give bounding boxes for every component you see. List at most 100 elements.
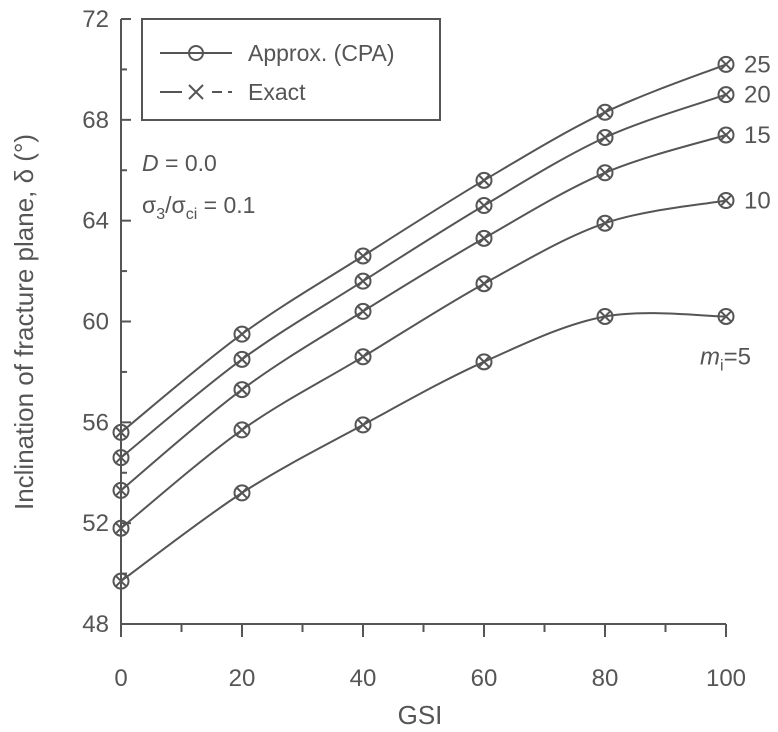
exact-marker (719, 58, 733, 71)
data-point (717, 86, 735, 104)
exact-marker (477, 232, 491, 245)
approx-marker (112, 449, 130, 467)
data-point (112, 572, 130, 590)
exact-marker (356, 350, 370, 363)
exact-marker (356, 249, 370, 262)
approx-marker (233, 381, 251, 399)
exact-marker (598, 310, 612, 323)
data-point (233, 350, 251, 368)
data-point (475, 275, 493, 293)
exact-marker (356, 418, 370, 431)
legend-box (141, 18, 441, 121)
exact-marker (235, 423, 249, 436)
approx-marker (354, 272, 372, 290)
x-tick-label: 40 (350, 665, 377, 692)
x-tick-label: 60 (471, 665, 498, 692)
legend-approx-marker (188, 45, 204, 61)
exact-marker (114, 575, 128, 588)
series-line-2 (120, 134, 727, 492)
exact-marker (719, 310, 733, 323)
exact-marker (114, 522, 128, 535)
data-point (596, 214, 614, 232)
legend-approx-label: Approx. (CPA) (248, 40, 395, 66)
series-line-3 (120, 199, 727, 529)
approx-marker (717, 86, 735, 104)
y-tick-label: 64 (82, 208, 109, 235)
series-line-0 (120, 63, 727, 434)
approx-marker (596, 164, 614, 182)
exact-marker (356, 275, 370, 288)
data-point (112, 449, 130, 467)
approx-marker (596, 307, 614, 325)
exact-marker (598, 106, 612, 119)
series-label-3: 10 (744, 188, 771, 215)
approx-marker (354, 416, 372, 434)
x-axis-title: GSI (398, 700, 443, 730)
x-tick-label: 80 (592, 665, 619, 692)
series-line-4 (120, 312, 727, 582)
data-point (596, 128, 614, 146)
data-point (475, 353, 493, 371)
data-point (475, 229, 493, 247)
data-point (233, 381, 251, 399)
data-point (596, 307, 614, 325)
exact-marker (235, 486, 249, 499)
y-tick-label: 60 (82, 309, 109, 336)
exact-marker (235, 328, 249, 341)
approx-marker (717, 307, 735, 325)
axes: 48 52 56 60 64 68 72 0 20 40 60 80 100 (82, 6, 746, 692)
exact-marker (598, 217, 612, 230)
exact-marker (598, 131, 612, 144)
legend-exact-label: Exact (248, 79, 306, 105)
data-point (596, 164, 614, 182)
series-label-4: mi=5 (700, 343, 751, 374)
exact-marker (235, 353, 249, 366)
data-point (717, 126, 735, 144)
approx-marker (596, 128, 614, 146)
exact-marker (477, 174, 491, 187)
approx-marker (475, 171, 493, 189)
approx-marker (475, 197, 493, 215)
data-point (354, 247, 372, 265)
data-point (354, 348, 372, 366)
x-tick-label: 0 (114, 665, 127, 692)
exact-marker (114, 484, 128, 497)
data-point (717, 55, 735, 73)
series-line-1 (120, 93, 727, 459)
exact-marker (719, 194, 733, 207)
x-tick-label: 100 (706, 665, 746, 692)
data-point (596, 103, 614, 121)
exact-marker (719, 88, 733, 101)
y-tick-label: 48 (82, 611, 109, 638)
approx-marker (112, 572, 130, 590)
approx-marker (354, 348, 372, 366)
data-point (112, 423, 130, 441)
y-axis-title: Inclination of fracture plane, δ (°) (9, 134, 39, 510)
approx-marker (475, 229, 493, 247)
data-point (717, 192, 735, 209)
exact-marker (235, 383, 249, 396)
approx-marker (112, 423, 130, 441)
exact-marker (114, 426, 128, 439)
y-tick-label: 56 (82, 409, 109, 436)
approx-marker (233, 325, 251, 343)
legend: Approx. (CPA) Exact (141, 18, 441, 121)
approx-marker (596, 214, 614, 232)
exact-marker (114, 451, 128, 464)
approx-marker (475, 275, 493, 293)
y-tick-label: 72 (82, 6, 109, 33)
approx-marker (717, 192, 735, 209)
approx-marker (233, 421, 251, 439)
approx-marker (596, 103, 614, 121)
x-tick-label: 20 (229, 665, 256, 692)
approx-marker (112, 481, 130, 499)
approx-marker (112, 519, 130, 537)
data-point (475, 171, 493, 189)
series-label-1: 20 (744, 82, 771, 109)
data-point (233, 484, 251, 502)
data-point (717, 307, 735, 325)
data-point (354, 302, 372, 320)
data-point (354, 272, 372, 290)
data-point (112, 519, 130, 537)
